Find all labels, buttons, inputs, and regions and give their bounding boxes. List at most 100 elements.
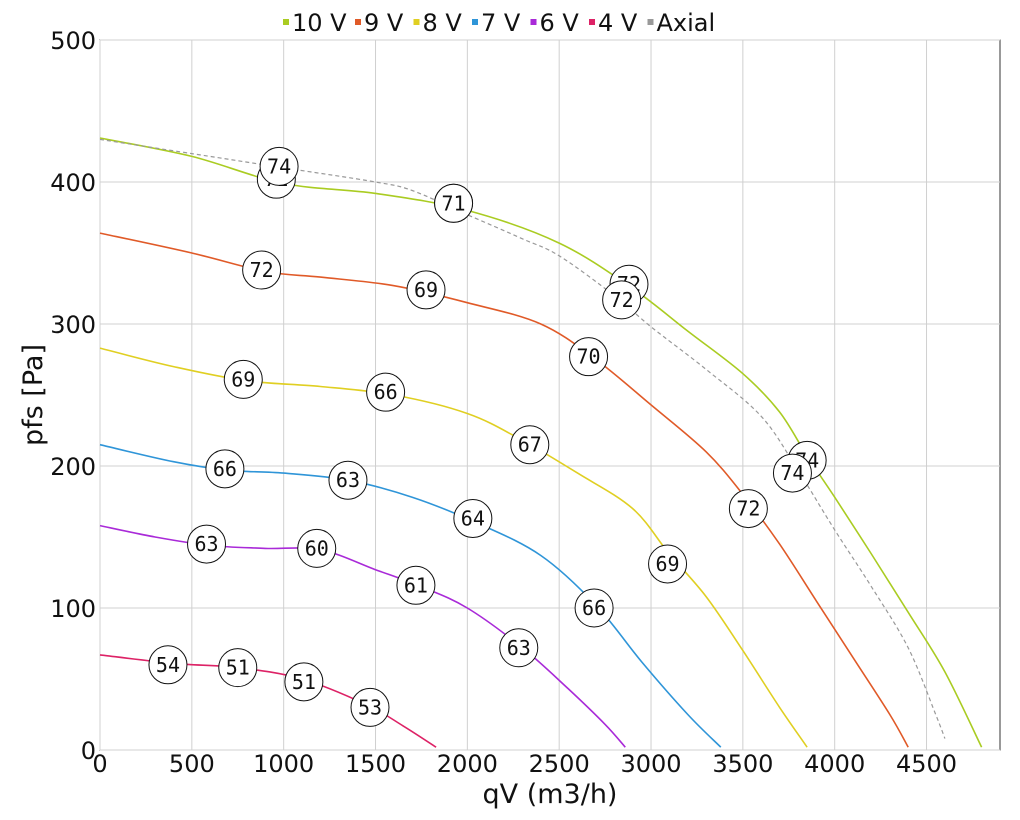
label-bubble-text: 60 — [305, 536, 329, 560]
label-bubble-text: 53 — [358, 695, 382, 719]
x-tick-label: 1500 — [345, 750, 406, 778]
label-bubble: 53 — [350, 687, 390, 727]
label-bubble-text: 51 — [226, 656, 250, 680]
legend-label: 10 V — [292, 9, 347, 37]
label-bubble-text: 66 — [213, 457, 237, 481]
label-bubble: 72 — [242, 250, 282, 290]
label-bubble-text: 74 — [780, 461, 804, 485]
x-tick-label: 3500 — [712, 750, 773, 778]
label-bubble-text: 61 — [404, 573, 428, 597]
label-bubble-circle — [218, 648, 258, 688]
label-bubble-circle — [648, 544, 688, 584]
label-bubble-circle — [574, 588, 614, 628]
label-bubble: 69 — [406, 270, 446, 310]
label-bubble-text: 63 — [194, 532, 218, 556]
label-bubble-circle — [148, 645, 188, 685]
label-bubble: 74 — [259, 146, 299, 186]
x-tick-label: 1000 — [253, 750, 314, 778]
label-bubble-circle — [434, 183, 474, 223]
label-bubble: 64 — [453, 499, 493, 539]
legend-item: 8 V — [413, 9, 463, 37]
legend-swatch — [530, 19, 537, 25]
x-tick-label: 4000 — [804, 750, 865, 778]
x-tick-label: 4500 — [896, 750, 957, 778]
label-bubble: 66 — [574, 588, 614, 628]
label-bubble-circle — [205, 449, 245, 489]
label-bubbles: 7171727472697072696667696663646663606163… — [148, 146, 827, 727]
legend-label: 7 V — [481, 9, 521, 37]
label-bubble-circle — [187, 524, 227, 564]
label-bubble: 74 — [772, 453, 812, 493]
label-bubble-circle — [772, 453, 812, 493]
y-axis-ticks: 0 100 200 300 400 500 — [50, 27, 96, 765]
x-tick-label: 0 — [92, 750, 107, 778]
label-bubble-circle — [350, 687, 390, 727]
label-bubble-text: 67 — [518, 433, 542, 457]
legend-label: Axial — [657, 9, 716, 37]
label-bubble: 70 — [569, 337, 609, 377]
legend-swatch — [283, 19, 289, 25]
label-bubble-circle — [284, 662, 324, 702]
label-bubble-text: 51 — [292, 670, 316, 694]
legend-label: 9 V — [364, 9, 404, 37]
label-bubble-text: 72 — [736, 497, 760, 521]
legend: 10 V 9 V 8 V 7 V 6 V 4 V Axial — [283, 9, 715, 37]
label-bubble: 63 — [499, 628, 539, 668]
label-bubble-circle — [328, 460, 368, 500]
label-bubble-circle — [728, 489, 768, 529]
label-bubble-circle — [499, 628, 539, 668]
label-bubble-circle — [297, 528, 337, 568]
series-line-10-v — [99, 137, 983, 748]
label-bubble: 60 — [297, 528, 337, 568]
label-bubble: 72 — [728, 489, 768, 529]
label-bubble-circle — [366, 372, 406, 412]
legend-label: 6 V — [540, 9, 580, 37]
label-bubble: 51 — [284, 662, 324, 702]
label-bubble: 69 — [648, 544, 688, 584]
label-bubble-text: 66 — [582, 596, 606, 620]
legend-label: 8 V — [423, 9, 463, 37]
legend-swatch — [589, 19, 595, 25]
label-bubble-circle — [396, 565, 436, 605]
label-bubble: 51 — [218, 648, 258, 688]
legend-item: 4 V — [589, 9, 638, 37]
y-tick-label: 100 — [50, 595, 96, 623]
legend-item: 7 V — [472, 9, 521, 37]
label-bubble: 69 — [223, 359, 263, 399]
legend-swatch — [647, 19, 654, 25]
x-axis-label: qV (m3/h) — [483, 779, 618, 810]
label-bubble-text: 63 — [336, 468, 360, 492]
y-tick-label: 400 — [50, 169, 96, 197]
label-bubble-text: 69 — [231, 367, 255, 391]
y-axis-label: pfs [Pa] — [18, 344, 49, 446]
legend-item: 6 V — [530, 9, 580, 37]
legend-item: 10 V — [283, 9, 347, 37]
legend-swatch — [355, 19, 361, 25]
label-bubble: 67 — [510, 425, 550, 465]
label-bubble-text: 74 — [267, 154, 291, 178]
label-bubble: 71 — [434, 183, 474, 223]
label-bubble-circle — [223, 359, 263, 399]
label-bubble-text: 72 — [610, 288, 634, 312]
series-line-9-v — [99, 232, 909, 748]
legend-swatch — [413, 19, 420, 25]
label-bubble: 63 — [187, 524, 227, 564]
label-bubble: 72 — [602, 280, 642, 320]
label-bubble-circle — [259, 146, 299, 186]
x-tick-label: 2500 — [529, 750, 590, 778]
label-bubble-text: 66 — [374, 380, 398, 404]
label-bubble-text: 72 — [250, 258, 274, 282]
label-bubble-text: 70 — [577, 345, 601, 369]
label-bubble: 54 — [148, 645, 188, 685]
x-axis-ticks: 0 500 1000 1500 2000 2500 3000 3500 4000 4500 — [92, 750, 957, 778]
label-bubble: 66 — [366, 372, 406, 412]
label-bubble-text: 63 — [507, 636, 531, 660]
y-tick-label: 500 — [50, 27, 96, 55]
label-bubble-text: 54 — [156, 653, 180, 677]
label-bubble-circle — [453, 499, 493, 539]
label-bubble-circle — [406, 270, 446, 310]
legend-swatch — [472, 19, 478, 25]
grid — [99, 39, 1000, 751]
label-bubble-text: 69 — [414, 278, 438, 302]
y-tick-label: 200 — [50, 453, 96, 481]
